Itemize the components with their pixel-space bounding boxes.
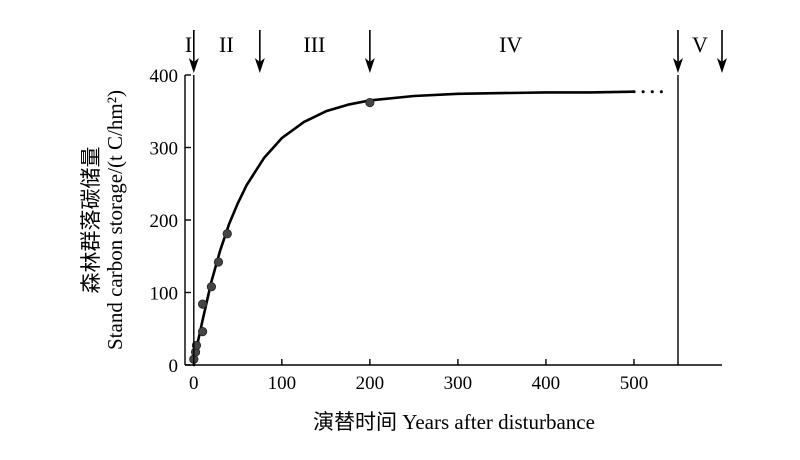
stage-arrow-head bbox=[254, 58, 265, 73]
y-tick-label: 400 bbox=[150, 66, 179, 87]
data-point bbox=[365, 97, 375, 108]
stage-label: V bbox=[692, 32, 708, 57]
x-tick-labels: 0 100 200 300 400 500 bbox=[189, 373, 648, 394]
plot-area: I II III IV V bbox=[185, 30, 727, 367]
curve-group bbox=[192, 90, 671, 367]
x-axis: 0 100 200 300 400 500 bbox=[185, 359, 722, 394]
x-tick-label: 0 bbox=[189, 373, 199, 394]
y-axis-title-en: Stand carbon storage/(t C/hm²) bbox=[103, 90, 127, 350]
x-tick-label: 300 bbox=[444, 373, 473, 394]
x-tick-label: 500 bbox=[620, 373, 649, 394]
y-axis-title-cn: 森林群落碳储量 bbox=[79, 147, 103, 294]
data-point bbox=[198, 299, 208, 309]
data-point bbox=[222, 229, 232, 239]
stage-label: I bbox=[185, 32, 192, 57]
data-point bbox=[213, 257, 224, 267]
y-tick-label: 100 bbox=[150, 284, 179, 305]
data-point bbox=[198, 327, 208, 337]
y-axis: 0 100 200 300 400 bbox=[150, 66, 191, 377]
y-tick-labels: 0 100 200 300 400 bbox=[150, 66, 179, 377]
y-tick-marks bbox=[185, 74, 191, 366]
x-tick-label: 400 bbox=[532, 373, 561, 394]
stage-label: IV bbox=[499, 32, 522, 57]
stage-arrow-head bbox=[188, 58, 199, 73]
stage-arrows bbox=[188, 30, 727, 73]
stage-arrow-head bbox=[717, 58, 727, 73]
y-tick-label: 300 bbox=[150, 139, 179, 160]
y-tick-label: 200 bbox=[150, 211, 179, 232]
stage-boundary-lines bbox=[193, 75, 679, 365]
data-point bbox=[206, 282, 217, 292]
x-tick-marks bbox=[193, 359, 635, 365]
x-tick-label: 100 bbox=[268, 373, 297, 394]
stage-label: II bbox=[219, 32, 234, 57]
stage-label: III bbox=[303, 32, 325, 57]
y-tick-label: 0 bbox=[169, 356, 179, 377]
fitted-curve bbox=[192, 90, 636, 367]
observed-points bbox=[189, 97, 375, 364]
x-axis-title: 演替时间 Years after disturbance bbox=[313, 410, 595, 434]
x-tick-label: 200 bbox=[356, 373, 385, 394]
stage-arrow-head bbox=[672, 58, 683, 73]
stage-arrow-head bbox=[364, 58, 375, 73]
stage-labels: I II III IV V bbox=[185, 32, 708, 57]
